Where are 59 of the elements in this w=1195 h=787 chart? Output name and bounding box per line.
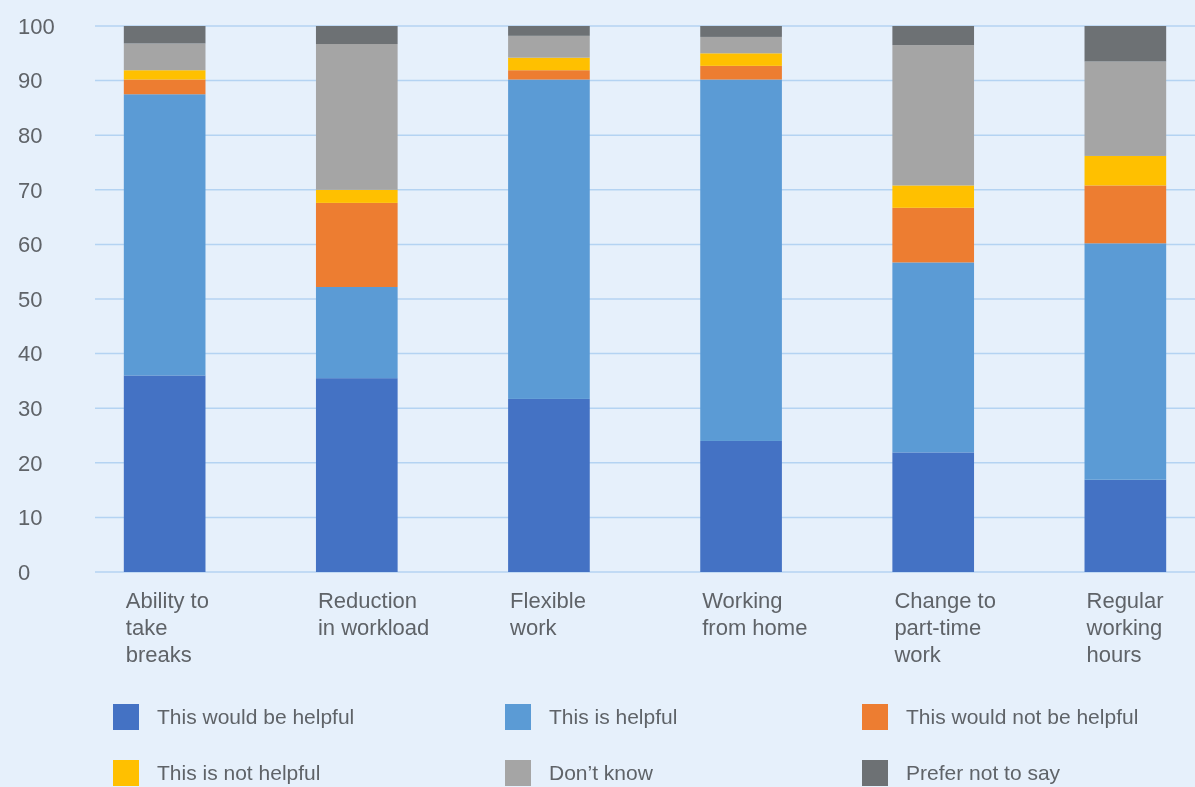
x-tick-label: Regular working hours [1085, 588, 1164, 667]
bar [508, 79, 590, 399]
bar [1084, 185, 1167, 244]
bar [315, 189, 398, 203]
y-tick-label: 30 [18, 395, 43, 421]
bar [508, 70, 590, 80]
y-tick-label: 100 [18, 13, 55, 39]
x-tick-label: Working from home [702, 588, 808, 640]
bar [700, 26, 782, 37]
bar [123, 94, 206, 376]
x-tick-label: Ability to take breaks [125, 588, 209, 667]
bar [508, 398, 590, 572]
bar [700, 65, 782, 80]
y-tick-label: 80 [18, 122, 43, 148]
y-tick-label: 20 [18, 450, 43, 476]
bar [700, 36, 782, 54]
bar [123, 375, 206, 572]
legend-label: This is not helpful [157, 761, 321, 785]
legend-label: Prefer not to say [906, 761, 1061, 785]
bar [892, 262, 975, 453]
bar [315, 44, 398, 190]
bar [123, 79, 206, 95]
bar [315, 202, 398, 287]
bar [700, 79, 782, 441]
bar [315, 378, 398, 572]
x-tick-label: Reduction in workload [317, 588, 430, 640]
y-tick-label: 0 [18, 559, 31, 585]
bar [892, 26, 975, 46]
y-tick-label: 70 [18, 177, 43, 203]
bar [315, 26, 398, 45]
y-tick-label: 90 [18, 68, 43, 94]
y-tick-label: 50 [18, 286, 43, 312]
bar [1084, 243, 1167, 480]
bar [700, 53, 782, 66]
bar [508, 26, 590, 36]
legend-label: This would be helpful [157, 705, 355, 729]
y-tick-label: 40 [18, 341, 43, 367]
bar [508, 57, 590, 71]
bar [892, 207, 975, 263]
bar [1084, 26, 1167, 62]
bar [508, 35, 590, 58]
y-tick-label: 10 [18, 505, 43, 531]
bar [892, 452, 975, 572]
bar [1084, 61, 1167, 156]
legend-label: This would not be helpful [906, 705, 1139, 729]
bar [892, 45, 975, 186]
bar [123, 43, 206, 71]
bar [892, 185, 975, 208]
legend-label: Don’t know [549, 761, 654, 785]
bar [123, 70, 206, 80]
bar [123, 26, 206, 44]
bar [1084, 479, 1167, 572]
x-tick-label: Flexible work [509, 588, 586, 640]
bar [315, 286, 398, 379]
bar [700, 440, 782, 572]
bar [1084, 155, 1167, 186]
y-tick-label: 60 [18, 232, 43, 258]
x-tick-label: Change to part-time work [893, 588, 996, 667]
legend-label: This is helpful [549, 705, 678, 729]
